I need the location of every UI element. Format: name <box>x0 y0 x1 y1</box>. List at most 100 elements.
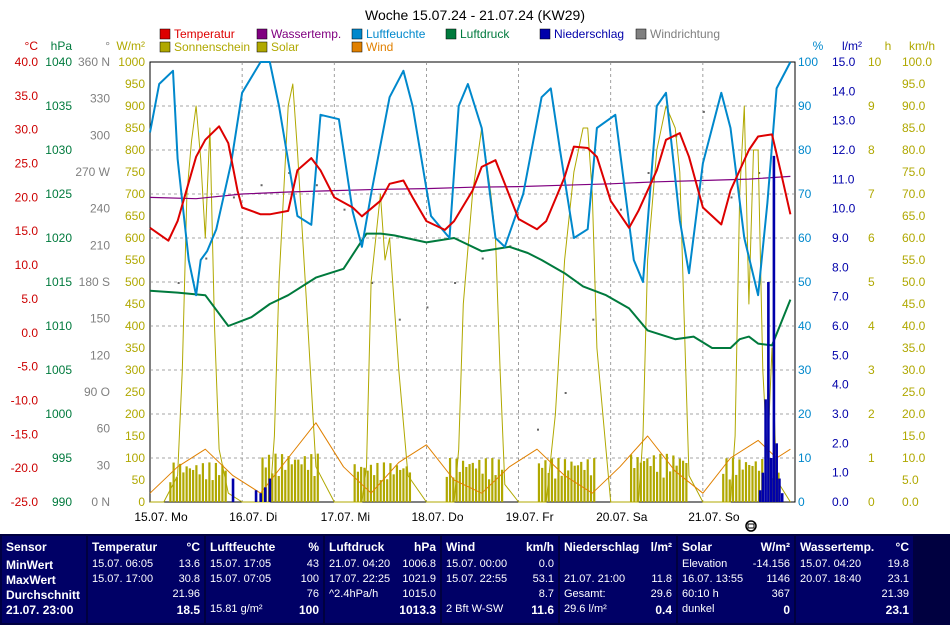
y-tick-label: 1030 <box>45 143 72 157</box>
sunshine-bar <box>261 457 264 502</box>
y-tick-label: 100 <box>798 55 818 69</box>
sunshine-bar <box>573 465 576 502</box>
y-tick-label: 1015 <box>45 275 72 289</box>
sunshine-bar <box>554 478 557 502</box>
y-tick-label: 350 <box>125 341 145 355</box>
legend-label: Sonnenschein <box>174 40 250 54</box>
sunshine-bar <box>557 458 560 502</box>
sunshine-bar <box>373 475 376 502</box>
wind-direction-dot <box>592 318 595 321</box>
sunshine-bar <box>192 469 195 502</box>
stats-unit: W/m² <box>760 540 790 554</box>
sunshine-bar <box>656 471 659 502</box>
stats-header: Wind <box>446 540 476 554</box>
stats-value: 29.6 <box>650 588 672 600</box>
y-tick-label: 3.0 <box>832 407 849 421</box>
y-tick-label: 30.0 <box>15 123 39 137</box>
y-tick-label: 30 <box>798 363 812 377</box>
stats-unit: km/h <box>525 540 554 554</box>
sunshine-bar <box>188 468 191 502</box>
sunshine-bar <box>405 466 408 502</box>
axis-unit-label: km/h <box>909 39 935 53</box>
stats-label: 15.81 g/m² <box>210 603 263 615</box>
sunshine-bar <box>669 471 672 502</box>
precipitation-bar <box>780 493 784 502</box>
y-tick-label: 1.0 <box>832 466 849 480</box>
sunshine-bar <box>399 469 402 502</box>
precipitation-bar <box>268 478 272 502</box>
stats-row: 76 <box>206 588 323 603</box>
stats-row: 15.81 g/m² 100 <box>206 603 323 618</box>
stats-unit: °C <box>186 540 200 554</box>
sunshine-bar <box>728 479 731 502</box>
y-tick-label: 50 <box>132 473 146 487</box>
axis-unit-label: h <box>885 39 892 53</box>
sunshine-bar <box>500 469 504 502</box>
stats-label: 21.07. 04:20 <box>329 558 391 570</box>
y-tick-label: 270 W <box>75 165 110 179</box>
sunshine-bar <box>179 463 182 502</box>
legend-label: Solar <box>271 40 299 54</box>
y-tick-label: 240 <box>90 202 110 216</box>
y-tick-label: 100.0 <box>902 55 932 69</box>
stats-row: 20.07. 18:40 23.1 <box>796 573 913 588</box>
precipitation-bar <box>263 487 267 502</box>
legend-swatch <box>159 28 171 40</box>
sunshine-bar <box>445 476 448 502</box>
stats-value: 11.8 <box>651 573 672 585</box>
legend-swatch <box>256 41 268 53</box>
stats-row: 23.1 <box>796 603 913 618</box>
sunshine-bar <box>382 462 386 502</box>
precipitation-bar <box>769 458 773 502</box>
stats-label: ^2.4hPa/h <box>329 588 379 600</box>
sunshine-bar <box>642 461 646 502</box>
sunshine-bar <box>293 459 297 502</box>
y-tick-label: 30 <box>97 458 111 472</box>
sunshine-bar <box>652 455 655 502</box>
sunshine-bar <box>185 466 188 502</box>
sunshine-bar <box>748 464 751 502</box>
sunshine-bar <box>376 462 379 502</box>
y-tick-label: 6.0 <box>832 319 849 333</box>
y-tick-label: 2.0 <box>832 436 849 450</box>
x-tick-label: 20.07. Sa <box>596 510 648 524</box>
sunshine-bar <box>267 454 271 502</box>
sunshine-bar <box>353 464 356 502</box>
sunshine-bar <box>300 464 303 502</box>
sunshine-bar <box>672 455 675 502</box>
y-tick-label: 11.0 <box>832 172 855 186</box>
stats-label: 21.07. 21:00 <box>564 573 626 585</box>
sunshine-bar <box>224 470 227 502</box>
y-tick-label: 1035 <box>45 99 72 113</box>
sunshine-bar <box>448 458 452 502</box>
sunshine-bar <box>211 480 214 502</box>
sunshine-bar <box>455 458 458 502</box>
stats-row: 15.07. 17:00 30.8 <box>88 573 204 588</box>
stats-label: 60:10 h <box>682 588 719 600</box>
y-tick-label: 35.0 <box>15 89 39 103</box>
chart-legend: Temperatur Wassertemp. Luftfeuchte Luftdruc… <box>159 27 720 54</box>
stats-value: -14.156 <box>752 558 790 570</box>
legend-label: Niederschlag <box>554 27 624 41</box>
y-tick-label: 700 <box>125 187 145 201</box>
sunshine-bar <box>205 479 208 502</box>
sunshine-bar <box>541 467 544 502</box>
sunshine-bar <box>537 463 541 502</box>
stats-value: 367 <box>771 588 790 600</box>
wind-direction-dot <box>343 208 346 211</box>
weather-chart: Woche 15.07.24 - 21.07.24 (KW29) Tempera… <box>11 7 935 532</box>
stats-row: 8.7 <box>442 588 558 603</box>
y-tick-label: 0.0 <box>21 326 38 340</box>
stats-row: 15.07. 22:55 53.1 <box>442 573 558 588</box>
stats-header: Niederschlag <box>564 540 640 554</box>
y-tick-label: 330 <box>90 92 110 106</box>
sunshine-bar <box>182 472 185 502</box>
y-tick-label: 85.0 <box>902 121 926 135</box>
stats-row: 15.07. 00:00 0.0 <box>442 558 558 573</box>
scroll-handle-icon[interactable] <box>745 520 757 532</box>
sunshine-bar <box>306 469 310 502</box>
sunshine-bar <box>214 462 218 502</box>
y-tick-label: 9.0 <box>832 231 849 245</box>
stats-value: 0 <box>783 603 790 617</box>
sunshine-bar <box>741 469 744 502</box>
